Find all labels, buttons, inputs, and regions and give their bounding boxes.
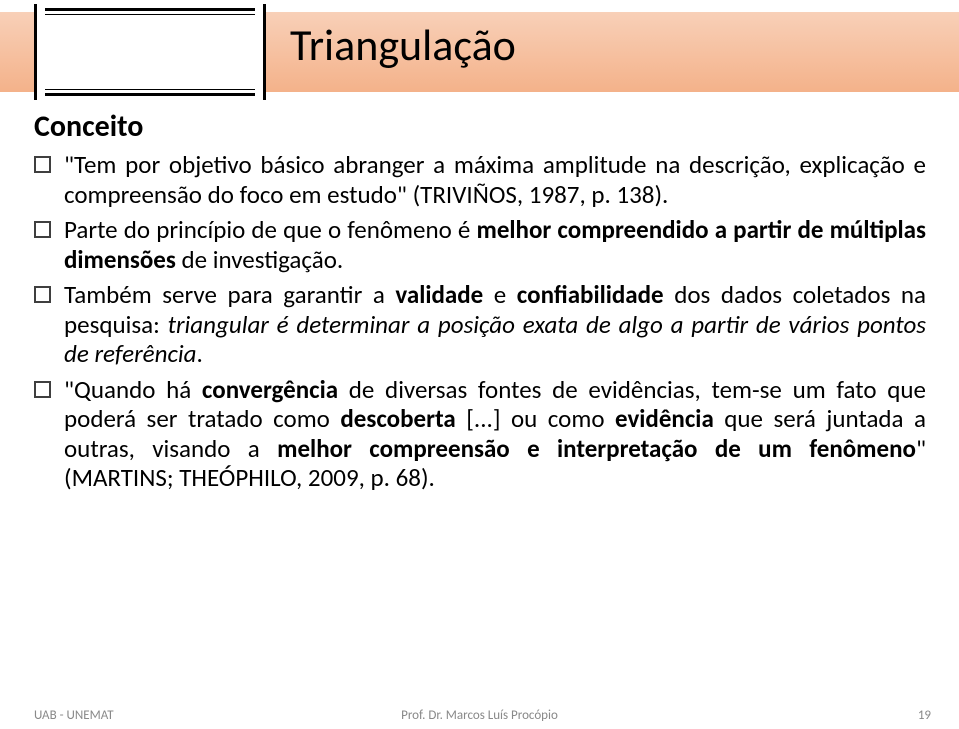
body-text: "Tem por objetivo básico abranger a máxi… [34, 150, 926, 499]
bullet-text: "Quando há [64, 374, 202, 405]
bullet-text: "Tem por objetivo básico abranger a máxi… [64, 149, 926, 210]
bullet-text: . [196, 338, 202, 369]
bullet-square-icon [34, 381, 51, 398]
section-heading: Conceito [34, 108, 143, 145]
bullet-bold: validade [395, 279, 483, 310]
bullet-text: [...] ou como [456, 403, 615, 434]
bullet-bold: descoberta [340, 403, 455, 434]
bullet-bold: convergência [202, 374, 338, 405]
bullet-bold: melhor compreensão e interpretação de um… [277, 433, 916, 464]
slide-number: 19 [918, 708, 931, 723]
title-frame [34, 4, 266, 100]
bullet-italic: triangular é determinar a posição exata … [64, 309, 926, 370]
bullet-item: "Quando há convergência de diversas font… [34, 375, 926, 493]
bullet-square-icon [34, 156, 51, 173]
bullet-text: e [483, 279, 517, 310]
bullet-bold: confiabilidade [517, 279, 664, 310]
slide: Triangulação Conceito "Tem por objetivo … [0, 0, 959, 729]
bullet-item: Também serve para garantir a validade e … [34, 280, 926, 369]
bullet-square-icon [34, 286, 51, 303]
footer: UAB - UNEMAT Prof. Dr. Marcos Luís Procó… [0, 701, 959, 723]
bullet-item: "Tem por objetivo básico abranger a máxi… [34, 150, 926, 209]
bullet-item: Parte do princípio de que o fenômeno é m… [34, 215, 926, 274]
footer-center: Prof. Dr. Marcos Luís Procópio [0, 708, 959, 723]
bullet-text: de investigação. [176, 244, 343, 275]
bullet-text: Também serve para garantir a [64, 279, 395, 310]
bullet-bold: evidência [615, 403, 714, 434]
bullet-square-icon [34, 221, 51, 238]
bullet-text: Parte do princípio de que o fenômeno é [64, 214, 476, 245]
slide-title: Triangulação [290, 18, 516, 72]
